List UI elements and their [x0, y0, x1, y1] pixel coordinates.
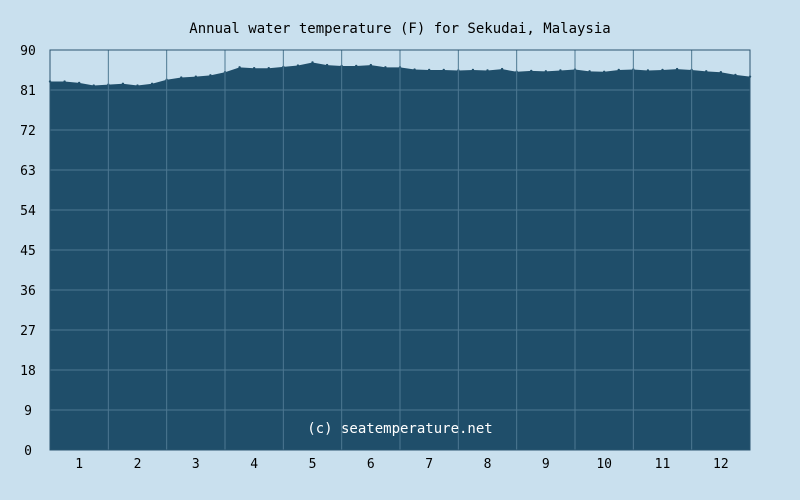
data-point	[588, 70, 591, 73]
data-point	[646, 69, 650, 72]
x-tick-label: 12	[713, 457, 729, 472]
x-tick-label: 8	[484, 457, 492, 472]
data-point	[602, 70, 606, 73]
data-point	[544, 70, 548, 73]
data-point	[559, 69, 562, 72]
x-tick-label: 4	[250, 457, 258, 472]
data-point	[500, 67, 504, 71]
x-tick-label: 9	[542, 457, 550, 472]
y-tick-label: 45	[20, 244, 36, 259]
data-point	[63, 80, 66, 83]
y-tick-label: 18	[20, 364, 36, 379]
data-point	[384, 66, 387, 69]
x-tick-label: 5	[309, 457, 317, 472]
data-point	[150, 82, 154, 85]
y-tick-label: 0	[24, 444, 32, 459]
data-point	[325, 63, 329, 67]
y-tick-label: 27	[20, 324, 36, 339]
data-point	[369, 63, 373, 67]
y-tick-label: 81	[20, 84, 36, 99]
y-tick-label: 36	[20, 284, 36, 299]
data-point	[705, 70, 708, 73]
plot-frame	[49, 49, 751, 451]
data-point	[252, 67, 256, 70]
x-tick-label: 7	[425, 457, 433, 472]
data-point	[442, 68, 445, 72]
data-point	[530, 69, 533, 73]
data-point	[194, 75, 198, 78]
data-point	[719, 71, 723, 74]
data-point	[238, 66, 241, 69]
x-tick-label: 3	[192, 457, 200, 472]
data-point	[427, 68, 431, 72]
data-point	[267, 67, 270, 70]
y-tick-label: 63	[20, 164, 36, 179]
data-point	[675, 67, 679, 71]
data-point	[121, 82, 125, 85]
data-point	[180, 76, 183, 79]
data-point	[734, 73, 737, 77]
data-point	[471, 68, 475, 72]
data-point	[355, 64, 358, 68]
y-tick-label: 90	[20, 44, 36, 59]
data-point	[617, 68, 620, 72]
y-tick-label: 54	[20, 204, 36, 219]
data-point	[136, 84, 139, 87]
y-tick-label: 72	[20, 124, 36, 139]
data-point	[311, 61, 314, 64]
watermark-text: (c) seatemperature.net	[307, 421, 492, 437]
x-tick-label: 11	[655, 457, 671, 472]
chart-title: Annual water temperature (F) for Sekudai…	[189, 21, 610, 37]
data-point	[486, 69, 489, 72]
x-tick-label: 6	[367, 457, 375, 472]
data-point	[77, 81, 81, 85]
data-point	[296, 64, 300, 67]
y-tick-label: 9	[24, 404, 32, 419]
data-point	[661, 68, 664, 72]
data-point	[92, 84, 95, 87]
x-tick-label: 10	[596, 457, 612, 472]
x-tick-label: 2	[134, 457, 142, 472]
x-tick-label: 1	[75, 457, 83, 472]
data-point	[209, 74, 212, 77]
data-point	[413, 68, 416, 71]
